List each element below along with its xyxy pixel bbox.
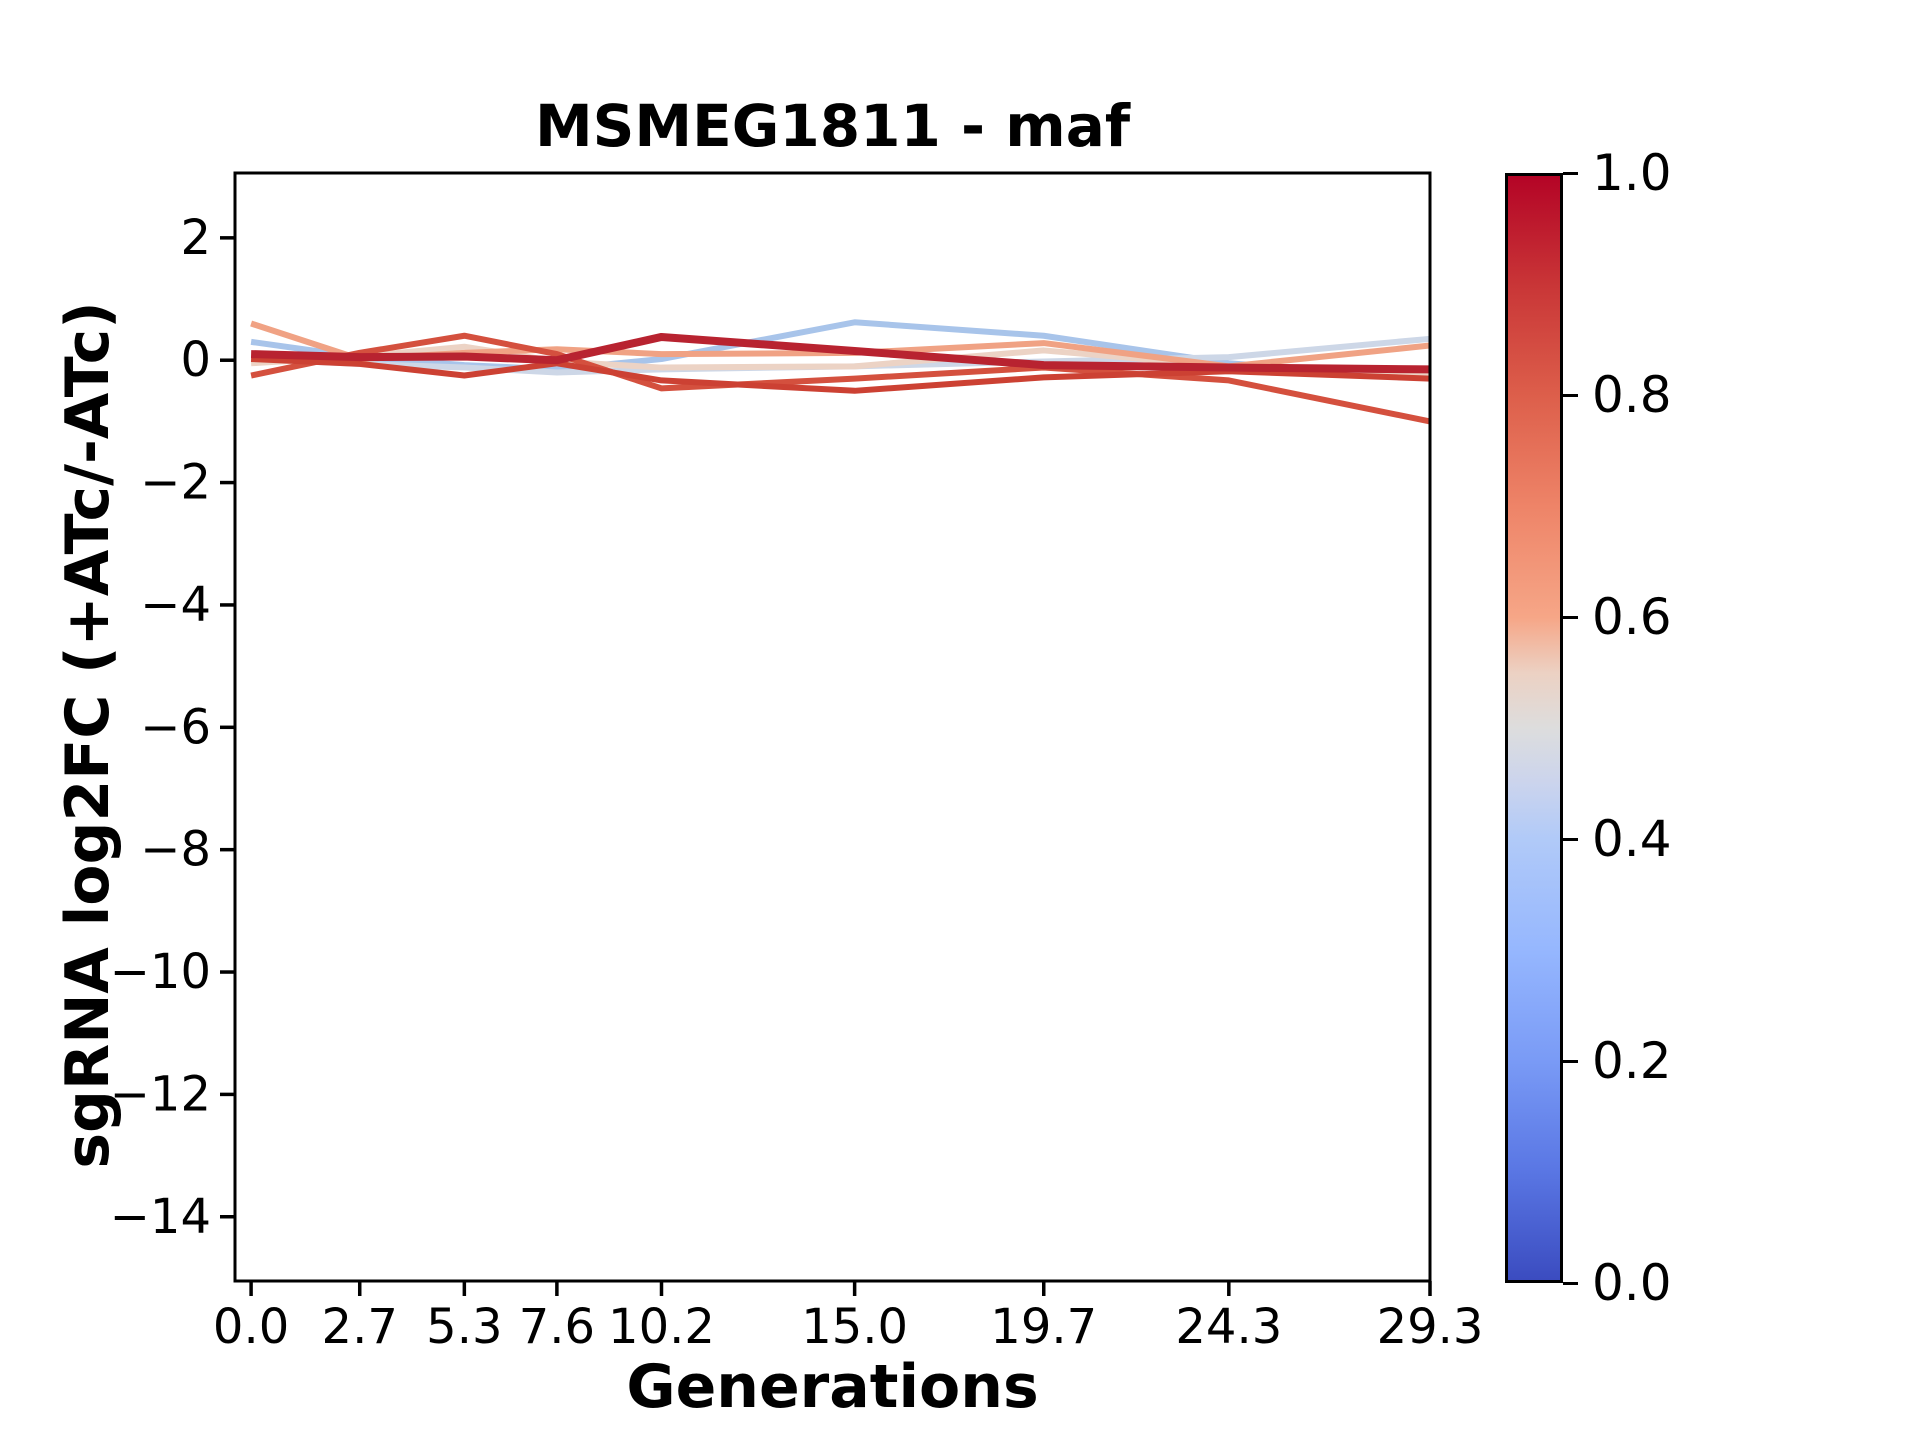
colorbar-tick-label: 1.0 (1592, 144, 1672, 202)
y-tick-label: −4 (140, 577, 211, 633)
colorbar-tick-label: 0.2 (1592, 1032, 1672, 1090)
colorbar-tick (1563, 837, 1578, 841)
colorbar-tick (1563, 1281, 1578, 1285)
x-tick-label: 24.3 (1175, 1299, 1282, 1355)
y-tick-label: 0 (180, 332, 211, 388)
x-tick-label: 29.3 (1377, 1299, 1484, 1355)
x-tick-label: 5.3 (426, 1299, 502, 1355)
y-tick-label: −12 (110, 1066, 211, 1122)
x-tick-label: 10.2 (608, 1299, 715, 1355)
y-tick-label: −6 (140, 699, 211, 755)
x-tick-label: 7.6 (519, 1299, 595, 1355)
colorbar-tick-label: 0.6 (1592, 588, 1672, 646)
x-tick-label: 0.0 (213, 1299, 289, 1355)
colorbar-gradient (1505, 173, 1563, 1283)
x-tick-label: 19.7 (990, 1299, 1097, 1355)
colorbar-tick-label: 0.0 (1592, 1254, 1672, 1312)
colorbar-tick-label: 0.8 (1592, 366, 1672, 424)
colorbar-tick (1563, 393, 1578, 397)
y-tick-label: −10 (110, 944, 211, 1000)
x-tick-label: 15.0 (801, 1299, 908, 1355)
y-tick-label: −8 (140, 822, 211, 878)
x-axis-label: Generations (626, 1352, 1039, 1422)
colorbar-tick (1563, 1059, 1578, 1063)
chart-title: MSMEG1811 - maf (534, 92, 1131, 160)
y-tick-label: −14 (110, 1189, 211, 1245)
sgrna-line (250, 355, 1430, 394)
colorbar-tick (1563, 171, 1578, 175)
y-tick-label: −2 (140, 455, 211, 511)
x-tick-label: 2.7 (322, 1299, 398, 1355)
colorbar-tick (1563, 615, 1578, 619)
y-tick-label: 2 (180, 210, 211, 266)
colorbar-tick-label: 0.4 (1592, 810, 1672, 868)
plot-border (233, 171, 1432, 1283)
sgrna-line (250, 332, 1430, 374)
